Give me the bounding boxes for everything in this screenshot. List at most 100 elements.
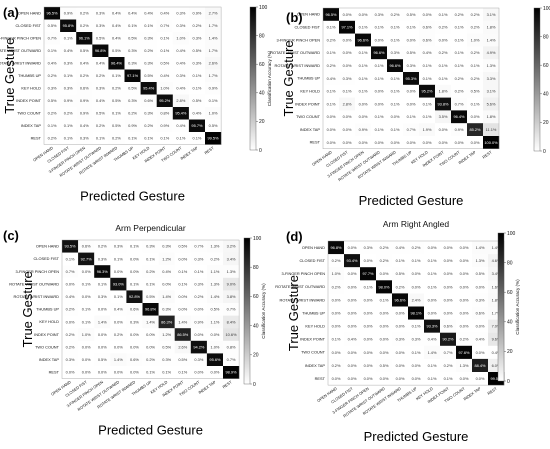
matrix-cell [387, 46, 404, 60]
cell-value-label: 90.2% [442, 337, 454, 342]
matrix-cell [142, 328, 159, 341]
colorbar-tick-label: 40 [259, 91, 265, 97]
cell-value-label: 100.0% [484, 140, 498, 145]
colorbar-tick-label: 0 [253, 382, 256, 388]
matrix-cell [92, 94, 109, 108]
cell-value-label: 0.0% [98, 307, 107, 312]
cell-value-label: 0.6% [423, 37, 432, 42]
matrix-cell [467, 33, 484, 47]
matrix-cell [108, 69, 125, 83]
matrix-cell [323, 72, 340, 85]
y-tick-label: INDEX TAP [39, 357, 60, 362]
cell-value-label: 0.2% [144, 48, 153, 53]
cell-value-label: 0.5% [98, 357, 107, 362]
matrix-cell [188, 107, 206, 120]
cell-value-label: 1.0% [209, 111, 218, 116]
matrix-cell [188, 19, 206, 33]
cell-value-label: 0.0% [380, 376, 389, 381]
matrix-cell [110, 315, 127, 329]
matrix-cell [403, 59, 420, 73]
cell-value-label: 96.8% [95, 48, 107, 53]
matrix-cell [78, 353, 95, 367]
matrix-cell [467, 72, 484, 85]
y-tick-label: TWO COUNT [35, 344, 60, 349]
cell-value-label: 0.0% [114, 319, 123, 324]
cell-value-label: 0.0% [471, 140, 480, 145]
cell-value-label: 0.5% [407, 50, 416, 55]
matrix-cell [392, 293, 409, 307]
cell-value-label: 0.1% [178, 269, 187, 274]
cell-value-label: 0.5% [112, 48, 121, 53]
matrix-cell [172, 107, 190, 120]
cell-value-label: 1.3% [460, 363, 469, 368]
matrix-cell [140, 32, 157, 45]
matrix-cell [142, 353, 159, 367]
cell-value-label: 0.6% [130, 307, 139, 312]
cell-value-label: 0.0% [364, 350, 373, 355]
colorbar-tick-label: 80 [507, 260, 513, 266]
cell-value-label: 0.7% [227, 307, 236, 312]
cell-value-label: 0.3% [375, 12, 384, 17]
cell-value-label: 0.2% [114, 332, 123, 337]
matrix-cell [124, 7, 141, 20]
cell-value-label: 0.2% [194, 294, 203, 299]
cell-value-label: 96.3% [97, 269, 109, 274]
matrix-cell [408, 293, 425, 307]
cell-value-label: 0.0% [364, 363, 373, 368]
y-tick-label: INDEX POINT [300, 337, 325, 342]
matrix-cell [360, 332, 377, 346]
matrix-cell [472, 267, 489, 281]
matrix-cell [62, 240, 79, 253]
matrix-cell [440, 293, 457, 307]
matrix-cell [110, 366, 127, 379]
matrix-cell [483, 72, 500, 85]
matrix-cell [126, 290, 143, 304]
matrix-cell [419, 110, 436, 124]
y-tick-label: ROTATE WRIST INWARD [0, 61, 41, 66]
matrix-cell [355, 46, 372, 60]
matrix-cell [223, 252, 240, 266]
cell-value-label: 0.1% [146, 370, 155, 375]
matrix-cell [355, 136, 372, 149]
matrix-cell [62, 340, 79, 354]
matrix-cell [424, 319, 441, 333]
matrix-cell [360, 293, 377, 307]
colorbar-tick-label: 60 [259, 62, 265, 68]
cell-value-label: 94.2% [193, 345, 205, 350]
cell-value-label: 0.0% [348, 245, 357, 250]
matrix-cell [126, 240, 143, 253]
cell-value-label: 0.1% [176, 136, 185, 141]
cell-value-label: 0.0% [332, 350, 341, 355]
cell-value-label: 0.0% [460, 271, 469, 276]
cell-value-label: 0.0% [114, 269, 123, 274]
matrix-cell [110, 328, 127, 341]
panel-label: (c) [3, 228, 19, 243]
matrix-cell [223, 290, 240, 304]
cell-value-label: 0.1% [193, 86, 202, 91]
matrix-cell [124, 94, 141, 108]
matrix-cell [223, 340, 240, 354]
x-tick-label: REST [486, 385, 498, 395]
colorbar [497, 232, 505, 382]
matrix-cell [76, 44, 93, 58]
cell-value-label: 1.3% [476, 258, 485, 263]
matrix-cell [376, 267, 393, 281]
cell-value-label: 8.4% [227, 319, 236, 324]
cell-value-label: 0.0% [380, 271, 389, 276]
matrix-cell [140, 94, 157, 108]
y-tick-label: TWO COUNT [296, 114, 321, 119]
cell-value-label: 4.9% [487, 50, 496, 55]
matrix-cell [124, 82, 141, 95]
matrix-cell [472, 293, 489, 307]
matrix-cell [172, 7, 190, 20]
cell-value-label: 0.0% [332, 324, 341, 329]
matrix-cell [190, 328, 208, 341]
cell-value-label: 0.0% [130, 332, 139, 337]
matrix-cell [408, 267, 425, 281]
x-tick-label: REST [221, 379, 233, 389]
matrix-cell [142, 252, 159, 266]
matrix-cell [376, 319, 393, 333]
matrix-cell [424, 345, 441, 360]
matrix-cell [344, 241, 361, 255]
matrix-cell [328, 358, 345, 373]
